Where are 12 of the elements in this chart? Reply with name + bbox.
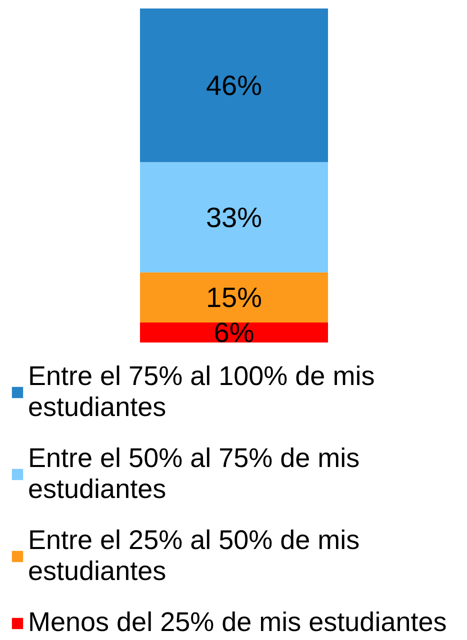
bar xyxy=(140,8,328,162)
bar xyxy=(140,162,328,272)
legend-label: Entre el 25% al 50% de mis estudiantes xyxy=(28,525,360,587)
legend-label: Entre el 75% al 100% de mis estudiantes xyxy=(28,361,375,423)
bar xyxy=(140,272,328,322)
data-label: 46% xyxy=(206,70,262,101)
data-label: 6% xyxy=(214,316,254,348)
legend-label: Menos del 25% de mis estudiantes xyxy=(28,607,447,638)
bar xyxy=(140,322,328,342)
data-label: 33% xyxy=(206,202,262,233)
data-label: 15% xyxy=(206,282,262,313)
legend-label: Entre el 50% al 75% de mis estudiantes xyxy=(28,443,360,505)
